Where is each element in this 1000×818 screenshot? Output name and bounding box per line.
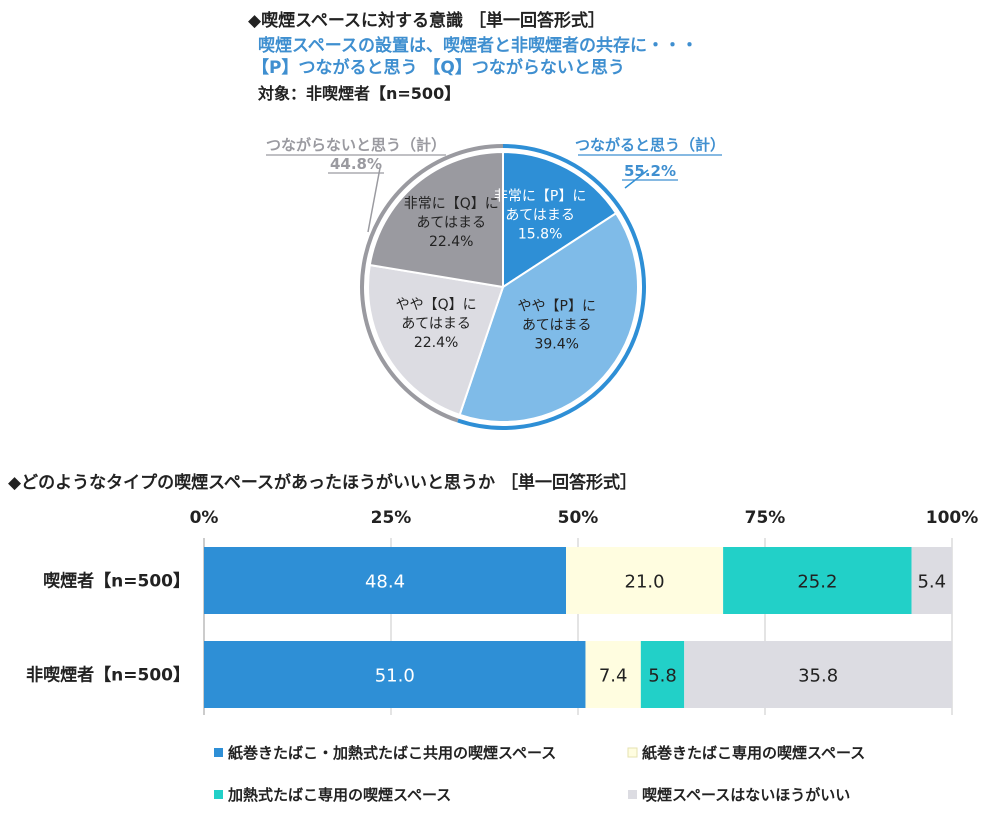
bar-data-label: 5.4 [917, 572, 946, 593]
category-label: 非喫煙者【n=500】 [26, 665, 190, 686]
pie-slice-label-3: やや【Q】にあてはまる 22.4% [396, 297, 477, 351]
pie-options: 【P】つながると思う 【Q】つながらないと思う [252, 58, 625, 78]
bar-data-label: 21.0 [625, 572, 665, 593]
pie-section-title: ◆喫煙スペースに対する意識 ［単一回答形式］ [248, 11, 605, 31]
bar-segment [204, 547, 567, 614]
bar-data-label: 5.8 [648, 666, 677, 687]
legend-label: 喫煙スペースはないほうがいい [642, 786, 850, 804]
legend-swatch [214, 790, 223, 799]
bar-section-title: ◆どのようなタイプの喫煙スペースがあったほうがいいと思うか ［単一回答形式］ [8, 473, 637, 493]
bar-segment [911, 547, 952, 614]
group-q-value: 44.8% [330, 155, 382, 173]
bar-segment [585, 641, 641, 708]
x-tick-label: 25% [371, 508, 412, 528]
x-tick-label: 50% [558, 508, 599, 528]
bar-data-label: 51.0 [375, 666, 415, 687]
group-q-arc [360, 144, 504, 423]
pie-target: 対象：非喫煙者【n=500】 [258, 84, 461, 103]
legend-label: 紙巻きたばこ専用の喫煙スペース [642, 744, 865, 762]
pie-slice-label-1: 非常に【P】にあてはまる 15.8% [494, 188, 586, 242]
legend-swatch [627, 747, 638, 758]
x-tick-label: 75% [745, 508, 786, 528]
legend-swatch [214, 748, 223, 757]
category-label: 喫煙者【n=500】 [43, 571, 190, 592]
bar-segment [723, 547, 912, 614]
pie-slice-label-4: 非常に【Q】にあてはまる 22.4% [404, 196, 499, 250]
bar-segment [640, 641, 685, 708]
bar-data-label: 25.2 [797, 572, 837, 593]
bar-segment [684, 641, 952, 708]
group-q-label: つながらないと思う（計） [266, 136, 446, 154]
legend-label: 加熱式たばこ専用の喫煙スペース [227, 786, 451, 804]
legend-swatch [628, 790, 637, 799]
bar-data-label: 7.4 [599, 666, 628, 687]
group-q-leader [367, 167, 381, 233]
group-p-label: つながると思う（計） [575, 136, 725, 154]
pie-chart: 非常に【P】にあてはまる 15.8% やや【P】にあてはまる 39.4% やや【Q】にあ… [266, 136, 725, 430]
pie-slice-4 [368, 150, 504, 289]
bar-data-label: 35.8 [798, 666, 838, 687]
group-p-value: 55.2% [624, 162, 676, 180]
pie-slice-2 [458, 211, 639, 423]
pie-slice-3 [367, 263, 505, 417]
pie-question: 喫煙スペースの設置は、喫煙者と非喫煙者の共存に・・・ [258, 36, 698, 56]
x-tick-label: 100% [926, 508, 979, 528]
pie-slice-1 [502, 150, 618, 289]
legend-label: 紙巻きたばこ・加熱式たばこ共用の喫煙スペース [228, 744, 556, 762]
bar-segment [566, 547, 724, 614]
pie-slice-label-2: やや【P】にあてはまる 39.4% [518, 299, 596, 353]
group-p-arc [457, 144, 646, 430]
x-tick-label: 0% [190, 508, 219, 528]
bar-segment [204, 641, 586, 708]
group-p-leader [624, 169, 649, 189]
stacked-bar-chart: 0% 25% 50% 75% 100% 喫煙者【n=500】非喫煙者【n=500】 48… [26, 508, 979, 804]
bar-data-label: 48.4 [365, 572, 405, 593]
